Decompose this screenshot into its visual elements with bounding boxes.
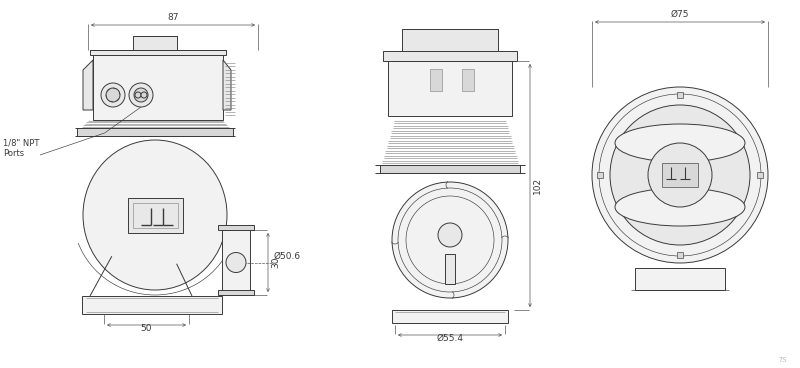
Circle shape — [226, 252, 246, 272]
Bar — [77, 128, 233, 136]
Ellipse shape — [615, 124, 745, 162]
Bar — [402, 29, 498, 51]
Text: Ports: Ports — [3, 149, 24, 158]
Circle shape — [648, 143, 712, 207]
Bar — [388, 61, 512, 116]
Circle shape — [129, 83, 153, 107]
Circle shape — [141, 92, 147, 98]
Bar — [218, 225, 254, 230]
Bar — [445, 254, 455, 284]
Bar — [662, 163, 698, 187]
Polygon shape — [83, 60, 93, 110]
Bar — [90, 50, 226, 55]
Polygon shape — [223, 60, 231, 110]
Bar — [93, 55, 223, 120]
Ellipse shape — [83, 140, 227, 290]
Bar — [635, 268, 725, 290]
Bar — [677, 252, 683, 258]
Bar — [82, 296, 222, 314]
Circle shape — [392, 182, 508, 298]
Circle shape — [135, 92, 141, 98]
Bar — [677, 92, 683, 98]
Bar — [462, 69, 474, 91]
Text: 1/8" NPT: 1/8" NPT — [3, 139, 39, 148]
Ellipse shape — [615, 188, 745, 226]
Text: Ø50.6: Ø50.6 — [274, 251, 301, 261]
Text: Ø75: Ø75 — [670, 10, 690, 19]
Bar — [133, 202, 178, 227]
Bar — [757, 172, 763, 178]
Circle shape — [438, 223, 462, 247]
Bar — [392, 310, 508, 323]
Bar — [127, 198, 182, 233]
Bar — [380, 165, 520, 173]
Bar — [133, 36, 177, 50]
Bar — [430, 69, 442, 91]
Circle shape — [610, 105, 750, 245]
Circle shape — [592, 87, 768, 263]
Bar — [218, 290, 254, 295]
Text: 30: 30 — [271, 257, 280, 268]
Circle shape — [101, 83, 125, 107]
Bar — [597, 172, 603, 178]
Circle shape — [134, 88, 148, 102]
Text: TS: TS — [778, 357, 787, 363]
Circle shape — [106, 88, 120, 102]
Text: 87: 87 — [167, 13, 178, 22]
Bar — [383, 51, 517, 61]
Text: Ø55.4: Ø55.4 — [437, 334, 463, 343]
Bar — [222, 230, 250, 295]
Text: 102: 102 — [533, 177, 542, 194]
Text: 50: 50 — [141, 324, 152, 333]
